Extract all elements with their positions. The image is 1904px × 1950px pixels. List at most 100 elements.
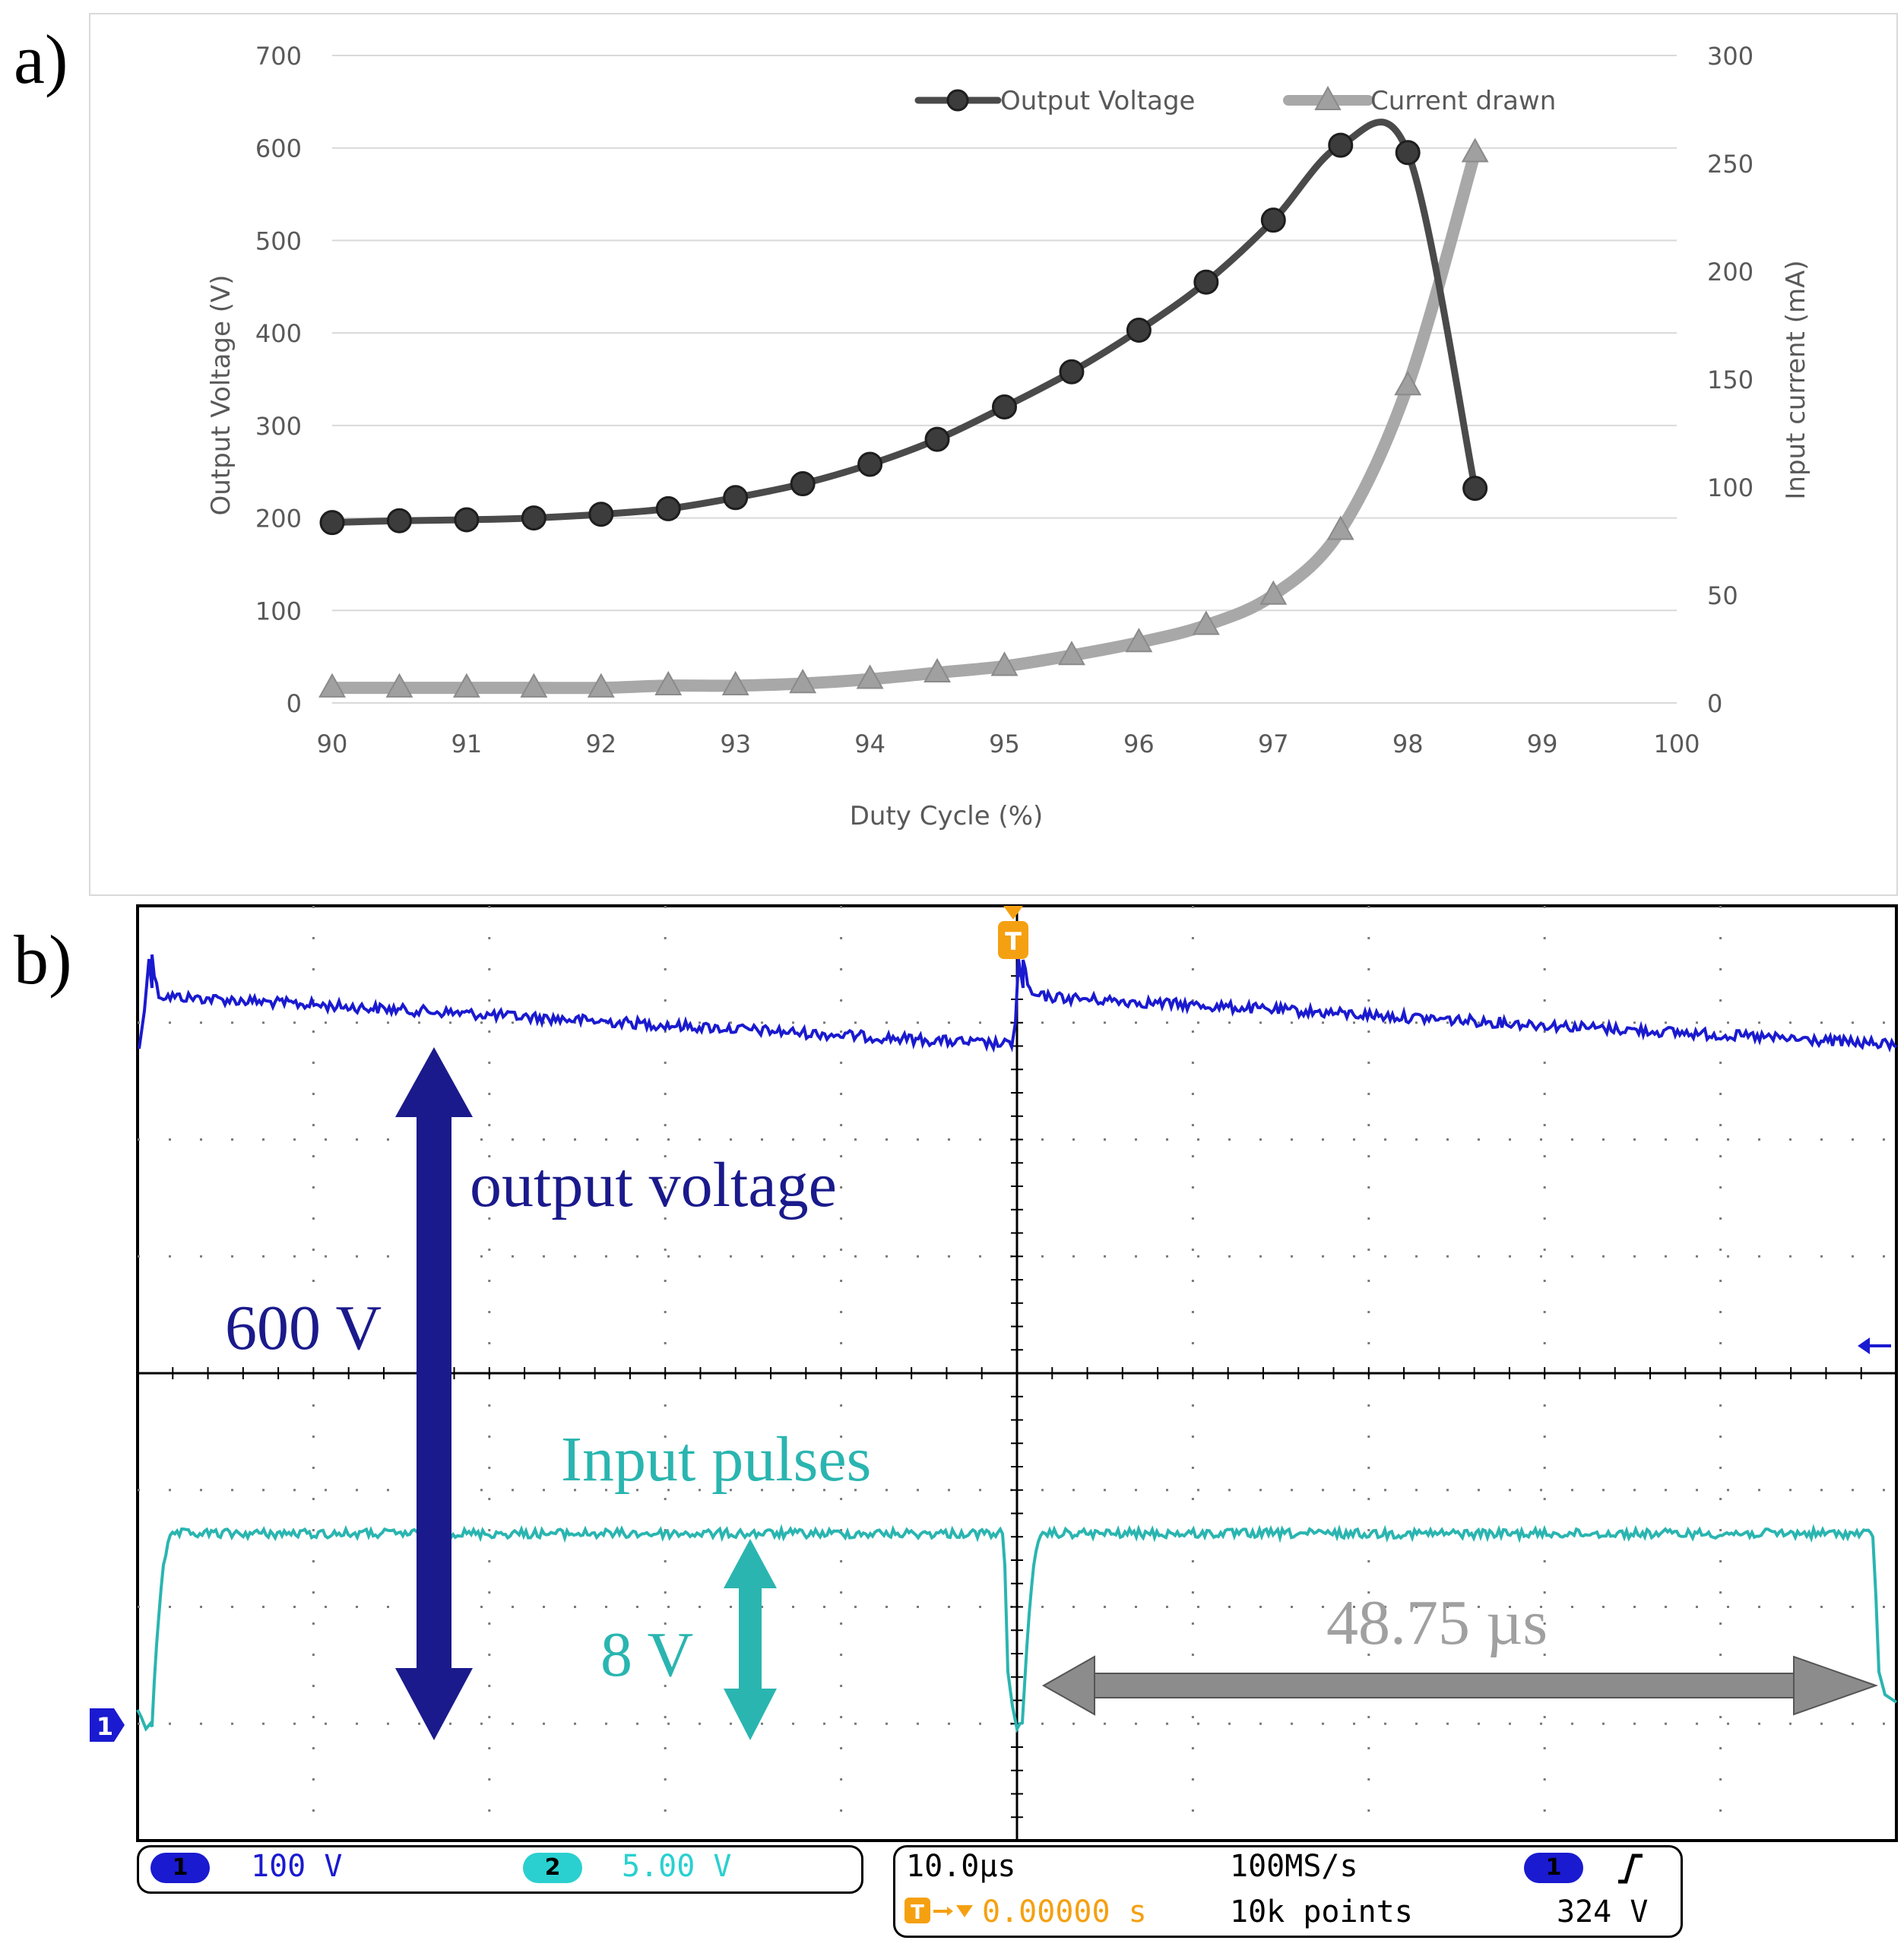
chart-a-point-output-voltage [521, 505, 546, 531]
chart-a-y-ticks-right: 0 50 100 150 200 250 300 [1707, 42, 1754, 718]
chart-a-point-output-voltage [924, 426, 950, 452]
chart-a-point-output-voltage [992, 394, 1017, 420]
chart-a-y-tick-label: 500 [255, 226, 302, 255]
chart-a-y-tick-label-right: 50 [1707, 581, 1738, 610]
chart-a-point-current-drawn [721, 670, 749, 696]
output-voltage-double-arrow [395, 1047, 473, 1740]
ch2-scale: 5.00 V [622, 1849, 732, 1884]
chart-a-point-output-voltage [1193, 269, 1219, 295]
chart-a-legend: Output Voltage Current drawn [914, 85, 1556, 116]
channel-scale-bar [137, 1845, 863, 1894]
chart-a-point-current-drawn [1394, 371, 1422, 396]
trigger-position: 0.00000 s [982, 1895, 1147, 1929]
ch2-badge[interactable]: 2 [523, 1853, 582, 1883]
chart-a-point-current-drawn [1259, 580, 1288, 605]
chart-a-point-current-drawn [990, 651, 1019, 676]
chart-a-point-output-voltage [1059, 359, 1085, 385]
chart-a-x-axis-label: Duty Cycle (%) [850, 801, 1044, 831]
chart-a-frame [89, 13, 1898, 896]
chart-a-x-tick-label: 97 [1258, 730, 1289, 758]
chart-a-point-output-voltage [655, 495, 681, 521]
chart-a-y-tick-label-right: 0 [1707, 689, 1722, 718]
rising-edge-icon [1615, 1851, 1646, 1886]
ch1-ground-marker-label: 1 [97, 1712, 113, 1741]
input-pulses-value: 8 V [600, 1619, 693, 1690]
chart-a-point-current-drawn [318, 673, 346, 698]
trigger-source-badge[interactable]: 1 [1524, 1853, 1583, 1883]
chart-a-point-current-drawn [856, 664, 884, 689]
trigger-level-arrow-icon [1858, 1337, 1891, 1354]
chart-a-x-tick-label: 100 [1653, 730, 1700, 758]
chart-a-y-tick-label-right: 150 [1707, 366, 1754, 394]
sample-rate: 100MS/s [1230, 1849, 1358, 1884]
chart-a-y-tick-label: 300 [255, 412, 302, 441]
chart-a-x-tick-label: 91 [451, 730, 483, 758]
chart-a-point-output-voltage [1395, 140, 1421, 166]
chart-a-x-ticks: 90 91 92 93 94 95 96 97 98 99 100 [317, 730, 1700, 758]
chart-a-y-tick-label-right: 100 [1707, 473, 1754, 502]
record-length: 10k points [1230, 1895, 1413, 1929]
ch1-ground-marker[interactable]: 1 [90, 1708, 125, 1742]
chart-a-y-axis-label: Output Voltage (V) [206, 274, 236, 515]
legend-marker-output-voltage [946, 89, 969, 112]
chart-a-x-tick-label: 93 [720, 730, 751, 758]
chart-a-point-current-drawn [1058, 641, 1085, 666]
chart-a-point-current-drawn [452, 673, 480, 698]
chart-a-point-current-drawn [1461, 138, 1489, 163]
chart-a-y-ticks: 0 100 200 300 400 500 600 700 [255, 42, 302, 718]
output-voltage-label: output voltage [470, 1150, 837, 1220]
chart-a-point-current-drawn [520, 673, 548, 698]
period-label: 48.75 µs [1326, 1588, 1548, 1658]
chart-a-point-output-voltage [319, 510, 345, 536]
chart-a-point-current-drawn [1192, 610, 1220, 635]
chart-a-point-output-voltage [723, 485, 749, 511]
input-pulses-double-arrow [724, 1539, 777, 1740]
chart-a-y-tick-label: 400 [255, 319, 302, 348]
svg-text:T: T [911, 1901, 924, 1924]
ch1-scale: 100 V [251, 1849, 343, 1884]
chart-a-y-axis-label-right: Input current (mA) [1781, 260, 1811, 499]
timebase: 10.0µs [906, 1849, 1016, 1884]
chart-a-point-output-voltage [1126, 317, 1152, 343]
trigger-position-icon: T [903, 1896, 979, 1926]
legend-marker-current-drawn [1314, 85, 1342, 110]
chart-a-y-tick-label: 600 [255, 135, 302, 163]
chart-a-x-tick-label: 99 [1527, 730, 1558, 758]
chart-a-y-tick-label: 100 [255, 597, 302, 625]
trigger-level: 324 V [1557, 1895, 1649, 1929]
chart-a-point-output-voltage [790, 471, 816, 497]
chart-a-y-tick-label-right: 200 [1707, 258, 1754, 286]
chart-a-series [318, 119, 1489, 698]
panel-label-b: b) [14, 921, 72, 999]
chart-a-y-tick-label: 200 [255, 505, 302, 533]
chart-a-y-tick-label: 700 [255, 42, 302, 71]
chart-a-y-tick-label-right: 250 [1707, 150, 1754, 179]
period-double-arrow [1041, 1655, 1879, 1716]
chart-a-point-current-drawn [789, 669, 817, 694]
chart-a-point-output-voltage [1260, 207, 1286, 233]
ch1-badge[interactable]: 1 [150, 1853, 210, 1883]
chart-a-x-tick-label: 94 [854, 730, 885, 758]
chart-a-point-current-drawn [1125, 628, 1153, 653]
trigger-position-marker[interactable]: T [998, 906, 1028, 959]
chart-a-point-current-drawn [923, 657, 951, 682]
chart-a-x-tick-label: 90 [317, 730, 348, 758]
chart-a-point-output-voltage [857, 451, 883, 477]
chart-a-y-tick-label-right: 300 [1707, 42, 1754, 71]
input-pulses-label: Input pulses [561, 1424, 871, 1495]
chart-a-point-output-voltage [588, 502, 614, 527]
trigger-marker-label: T [1005, 927, 1022, 956]
chart-a-y-tick-label: 0 [287, 689, 302, 718]
legend-label-output-voltage: Output Voltage [1000, 86, 1195, 116]
chart-a-point-output-voltage [1328, 132, 1354, 158]
chart-a-point-output-voltage [386, 508, 412, 533]
chart-a-point-current-drawn [654, 670, 683, 696]
chart-a-x-tick-label: 96 [1123, 730, 1155, 758]
chart-a-point-current-drawn [1326, 515, 1354, 540]
chart-a-x-tick-label: 95 [989, 730, 1020, 758]
chart-a-x-tick-label: 92 [585, 730, 616, 758]
chart-a-point-current-drawn [385, 673, 413, 698]
chart-a-point-output-voltage [1462, 476, 1488, 502]
